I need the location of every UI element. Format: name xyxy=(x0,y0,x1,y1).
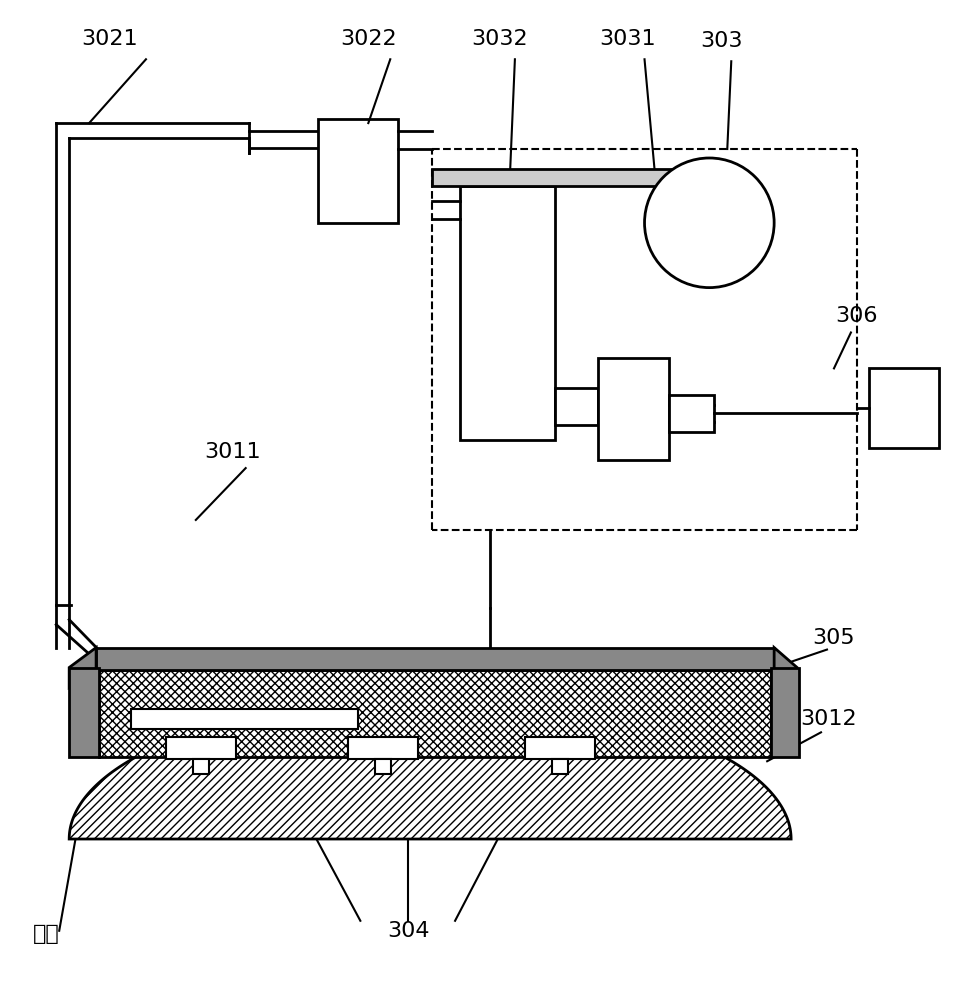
Bar xyxy=(69,668,99,757)
Bar xyxy=(670,395,714,432)
Bar xyxy=(96,648,775,670)
Bar xyxy=(376,759,391,774)
Text: 3031: 3031 xyxy=(600,29,656,49)
Bar xyxy=(554,388,598,425)
Polygon shape xyxy=(69,697,791,839)
Bar xyxy=(432,169,679,186)
Bar xyxy=(131,709,358,729)
Circle shape xyxy=(645,158,775,288)
Bar xyxy=(525,737,595,759)
Bar xyxy=(771,668,800,757)
Text: 306: 306 xyxy=(836,306,878,326)
Bar xyxy=(869,368,939,448)
Bar xyxy=(318,119,398,223)
Text: 3011: 3011 xyxy=(205,442,261,462)
Text: 伤口: 伤口 xyxy=(34,924,60,944)
Polygon shape xyxy=(775,648,797,687)
Text: 3032: 3032 xyxy=(472,29,529,49)
Bar xyxy=(460,186,554,440)
Text: 3012: 3012 xyxy=(801,709,857,729)
Bar xyxy=(193,759,209,774)
Bar xyxy=(552,759,568,774)
Text: 3021: 3021 xyxy=(81,29,137,49)
Bar xyxy=(598,358,670,460)
Text: 305: 305 xyxy=(813,628,855,648)
Polygon shape xyxy=(69,648,96,687)
Bar xyxy=(99,670,771,757)
Text: 304: 304 xyxy=(387,921,430,941)
Text: 303: 303 xyxy=(700,31,743,51)
Bar xyxy=(349,737,418,759)
Text: 3022: 3022 xyxy=(340,29,397,49)
Bar xyxy=(166,737,235,759)
